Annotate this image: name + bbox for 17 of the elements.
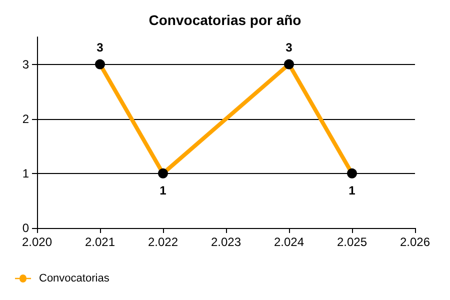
x-tick-label: 2.020 [22,235,52,249]
y-tick-label: 1 [22,166,30,180]
data-label: 3 [286,40,293,54]
data-label: 1 [160,183,167,198]
legend-label: Convocatorias [39,272,110,284]
data-label: 3 [96,40,104,54]
y-tick-label: 3 [22,57,30,72]
x-tick-label: 2.024 [274,235,304,249]
y-tick-label: 0 [22,221,30,235]
data-label: 1 [348,183,356,198]
x-tick-label: 2.025 [336,235,368,249]
x-tick-label: 2.026 [400,235,430,249]
y-tick-label: 2 [22,112,30,126]
x-tick-label: 2.023 [210,235,242,249]
x-tick-label: 2.022 [148,235,178,249]
x-tick-label: 2.021 [84,235,116,249]
chart-title: Convocatorias por año [148,12,302,28]
